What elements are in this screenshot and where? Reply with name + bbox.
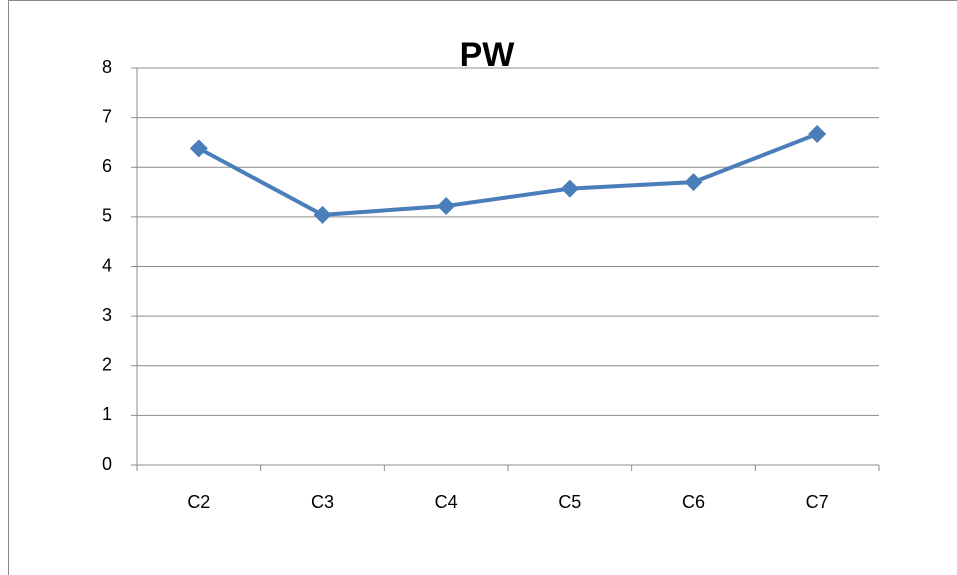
x-tick-label: C3 xyxy=(311,492,334,512)
marker xyxy=(437,196,456,215)
series-line xyxy=(197,132,818,217)
y-tick-label: 2 xyxy=(102,355,112,375)
marker xyxy=(313,205,332,224)
y-tick-label: 4 xyxy=(102,255,112,275)
x-tick-label: C7 xyxy=(806,492,829,512)
y-tick-label: 3 xyxy=(102,305,112,325)
y-tick-label: 5 xyxy=(102,206,112,226)
marker xyxy=(684,173,703,192)
y-tick-label: 1 xyxy=(102,404,112,424)
x-tick-label: C4 xyxy=(435,492,458,512)
marker xyxy=(808,125,827,144)
y-tick-label: 0 xyxy=(102,454,112,474)
y-tick-label: 8 xyxy=(102,57,112,77)
y-tick-label: 6 xyxy=(102,156,112,176)
x-tick-label: C6 xyxy=(682,492,705,512)
x-tick-label: C2 xyxy=(187,492,210,512)
y-tick-label: 7 xyxy=(102,106,112,126)
x-tick-label: C5 xyxy=(558,492,581,512)
marker xyxy=(560,179,579,198)
marker xyxy=(189,139,208,158)
